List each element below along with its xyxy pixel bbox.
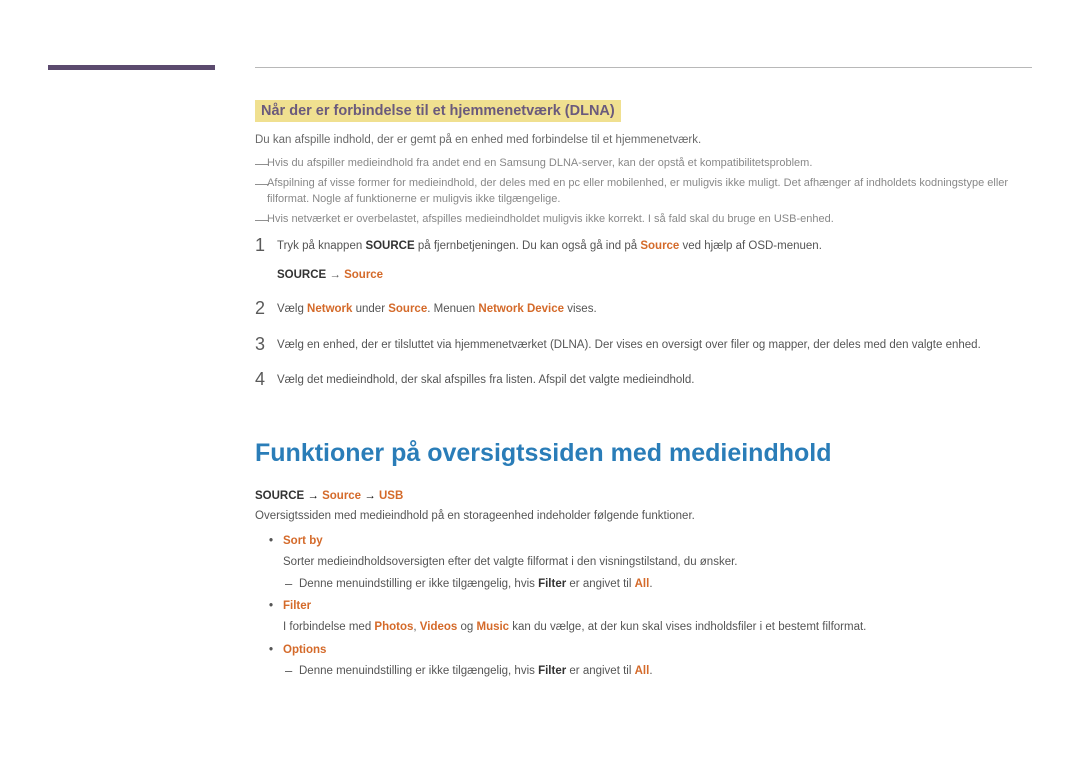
t: . Menuen — [427, 303, 478, 315]
t: Tryk på knappen — [277, 240, 365, 252]
note-item: ―Hvis netværket er overbelastet, afspill… — [255, 211, 1032, 228]
feature-desc: I forbindelse med Photos, Videos og Musi… — [283, 618, 1032, 636]
step-2: 2 Vælg Network under Source. Menuen Netw… — [255, 298, 1032, 320]
step-number: 3 — [255, 334, 277, 356]
step-body: Vælg Network under Source. Menuen Networ… — [277, 298, 1032, 320]
step-sub: SOURCE → Source — [277, 266, 1032, 284]
t: kan du vælge, at der kun skal vises indh… — [509, 621, 866, 633]
t: Videos — [420, 621, 458, 633]
feature-options: Options ‒ Denne menuindstilling er ikke … — [273, 641, 1032, 681]
step-1: 1 Tryk på knappen SOURCE på fjernbetjeni… — [255, 235, 1032, 284]
t: SOURCE — [365, 240, 414, 252]
t: Network Device — [478, 303, 564, 315]
t: under — [352, 303, 388, 315]
step-body: Vælg det medieindhold, der skal afspille… — [277, 369, 1032, 391]
t: Vælg — [277, 303, 307, 315]
t: Photos — [374, 621, 413, 633]
breadcrumb-part: Source — [344, 269, 383, 281]
t: er angivet til — [566, 578, 634, 590]
step-number: 1 — [255, 235, 277, 284]
feature-desc: Sorter medieindholdsoversigten efter det… — [283, 553, 1032, 571]
section2-intro: Oversigtssiden med medieindhold på en st… — [255, 510, 1032, 522]
steps-list: 1 Tryk på knappen SOURCE på fjernbetjeni… — [255, 235, 1032, 391]
accent-bar — [48, 65, 215, 70]
feature-title: Options — [283, 644, 326, 656]
t: vises. — [564, 303, 597, 315]
feature-filter: Filter I forbindelse med Photos, Videos … — [273, 597, 1032, 637]
t: Filter — [538, 665, 566, 677]
breadcrumb-part: Source — [322, 490, 361, 502]
note-text: Hvis netværket er overbelastet, afspille… — [267, 213, 834, 225]
note-item: ―Afspilning af visse former for medieind… — [255, 175, 1032, 208]
feature-title: Filter — [283, 600, 311, 612]
t: I forbindelse med — [283, 621, 374, 633]
feature-note: ‒ Denne menuindstilling er ikke tilgænge… — [283, 575, 1032, 593]
t: . — [649, 578, 652, 590]
t: All — [635, 578, 650, 590]
t: og — [457, 621, 476, 633]
step-number: 4 — [255, 369, 277, 391]
section1-notes: ―Hvis du afspiller medieindhold fra ande… — [255, 155, 1032, 227]
feature-title: Sort by — [283, 535, 323, 547]
breadcrumb-arrow: → — [326, 269, 344, 281]
t: Source — [388, 303, 427, 315]
note-text: Afspilning af visse former for medieindh… — [267, 177, 1008, 206]
note-item: ―Hvis du afspiller medieindhold fra ande… — [255, 155, 1032, 172]
note-text: Hvis du afspiller medieindhold fra andet… — [267, 157, 812, 169]
main-heading: Funktioner på oversigtssiden med mediein… — [255, 439, 1032, 468]
feature-note: ‒ Denne menuindstilling er ikke tilgænge… — [283, 662, 1032, 680]
t: Music — [476, 621, 509, 633]
feature-list: Sort by Sorter medieindholdsoversigten e… — [255, 532, 1032, 681]
breadcrumb-arrow: → — [361, 490, 379, 502]
step-4: 4 Vælg det medieindhold, der skal afspil… — [255, 369, 1032, 391]
t: Denne menuindstilling er ikke tilgængeli… — [299, 578, 538, 590]
feature-sortby: Sort by Sorter medieindholdsoversigten e… — [273, 532, 1032, 593]
section-title-dlna: Når der er forbindelse til et hjemmenetv… — [255, 100, 621, 122]
divider — [255, 67, 1032, 68]
t: Denne menuindstilling er ikke tilgængeli… — [299, 665, 538, 677]
step-body: Vælg en enhed, der er tilsluttet via hje… — [277, 334, 1032, 356]
t: ved hjælp af OSD-menuen. — [679, 240, 822, 252]
step-body: Tryk på knappen SOURCE på fjernbetjening… — [277, 235, 1032, 284]
t: . — [649, 665, 652, 677]
t: All — [635, 665, 650, 677]
breadcrumb-part: SOURCE — [277, 269, 326, 281]
t: på fjernbetjeningen. Du kan også gå ind … — [415, 240, 641, 252]
breadcrumb-part: SOURCE — [255, 490, 304, 502]
t: Network — [307, 303, 352, 315]
step-number: 2 — [255, 298, 277, 320]
breadcrumb-arrow: → — [304, 490, 322, 502]
t: er angivet til — [566, 665, 634, 677]
step-3: 3 Vælg en enhed, der er tilsluttet via h… — [255, 334, 1032, 356]
t: Source — [640, 240, 679, 252]
section1-intro: Du kan afspille indhold, der er gemt på … — [255, 132, 1032, 149]
breadcrumb: SOURCE → Source → USB — [255, 490, 1032, 502]
t: Filter — [538, 578, 566, 590]
breadcrumb-part: USB — [379, 490, 403, 502]
page-content: Når der er forbindelse til et hjemmenetv… — [255, 100, 1032, 685]
